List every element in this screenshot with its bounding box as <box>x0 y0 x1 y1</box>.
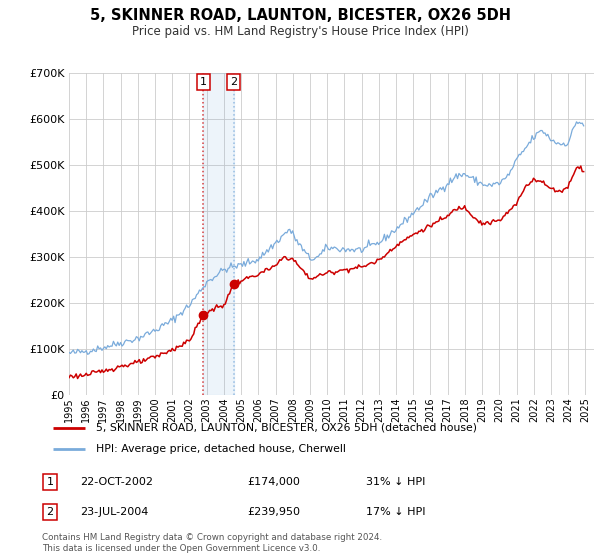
Text: 22-OCT-2002: 22-OCT-2002 <box>80 477 153 487</box>
Text: Contains HM Land Registry data © Crown copyright and database right 2024.
This d: Contains HM Land Registry data © Crown c… <box>42 533 382 553</box>
Text: 2: 2 <box>230 77 237 87</box>
Text: 2: 2 <box>47 507 53 517</box>
Text: £239,950: £239,950 <box>247 507 300 517</box>
Bar <box>203 73 233 395</box>
Text: 5, SKINNER ROAD, LAUNTON, BICESTER, OX26 5DH (detached house): 5, SKINNER ROAD, LAUNTON, BICESTER, OX26… <box>96 423 477 433</box>
Text: 1: 1 <box>47 477 53 487</box>
Text: 23-JUL-2004: 23-JUL-2004 <box>80 507 148 517</box>
Text: Price paid vs. HM Land Registry's House Price Index (HPI): Price paid vs. HM Land Registry's House … <box>131 25 469 38</box>
Text: 17% ↓ HPI: 17% ↓ HPI <box>366 507 425 517</box>
Text: 31% ↓ HPI: 31% ↓ HPI <box>366 477 425 487</box>
Text: 1: 1 <box>200 77 207 87</box>
Text: £174,000: £174,000 <box>247 477 300 487</box>
Text: 5, SKINNER ROAD, LAUNTON, BICESTER, OX26 5DH: 5, SKINNER ROAD, LAUNTON, BICESTER, OX26… <box>89 8 511 24</box>
Text: HPI: Average price, detached house, Cherwell: HPI: Average price, detached house, Cher… <box>96 444 346 454</box>
